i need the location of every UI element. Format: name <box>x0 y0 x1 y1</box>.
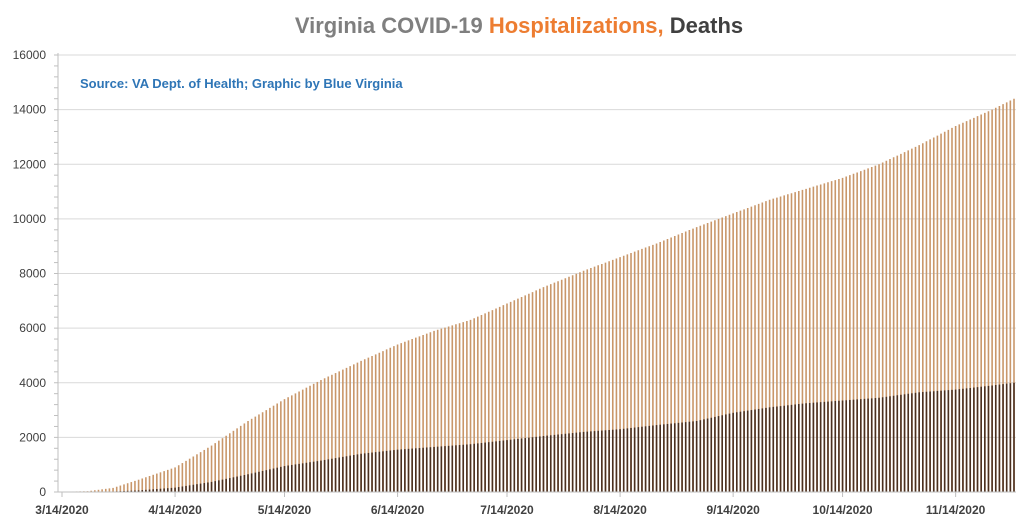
x-tick-label: 9/14/2020 <box>706 503 760 517</box>
x-tick-label: 7/14/2020 <box>480 503 534 517</box>
source-annotation: Source: VA Dept. of Health; Graphic by B… <box>80 76 403 91</box>
title-part-hospitalizations: Hospitalizations, <box>489 13 664 38</box>
y-tick-label: 12000 <box>13 157 47 171</box>
y-tick-label: 0 <box>39 485 46 499</box>
y-tick-label: 4000 <box>19 376 46 390</box>
x-tick-label: 6/14/2020 <box>371 503 425 517</box>
y-tick-label: 8000 <box>19 267 46 281</box>
plot-area <box>61 98 1015 492</box>
y-tick-label: 10000 <box>13 212 47 226</box>
x-tick-label: 4/14/2020 <box>148 503 202 517</box>
title-part-deaths: Deaths <box>664 13 743 38</box>
y-tick-label: 6000 <box>19 321 46 335</box>
x-tick-label: 10/14/2020 <box>813 503 873 517</box>
y-tick-label: 2000 <box>19 430 46 444</box>
x-tick-label: 11/14/2020 <box>926 503 986 517</box>
x-tick-label: 5/14/2020 <box>258 503 312 517</box>
x-tick-label: 3/14/2020 <box>35 503 89 517</box>
gridlines <box>58 54 1016 438</box>
x-tick-label: 8/14/2020 <box>593 503 647 517</box>
chart-title: Virginia COVID-19 Hospitalizations, Deat… <box>295 13 743 38</box>
y-tick-label: 14000 <box>13 103 47 117</box>
axes: 0 2000 4000 6000 8000 10000 12000 14000 16000 3/1… <box>13 48 1016 517</box>
title-part-virginia: Virginia COVID-19 <box>295 13 489 38</box>
y-tick-label: 16000 <box>13 48 47 62</box>
